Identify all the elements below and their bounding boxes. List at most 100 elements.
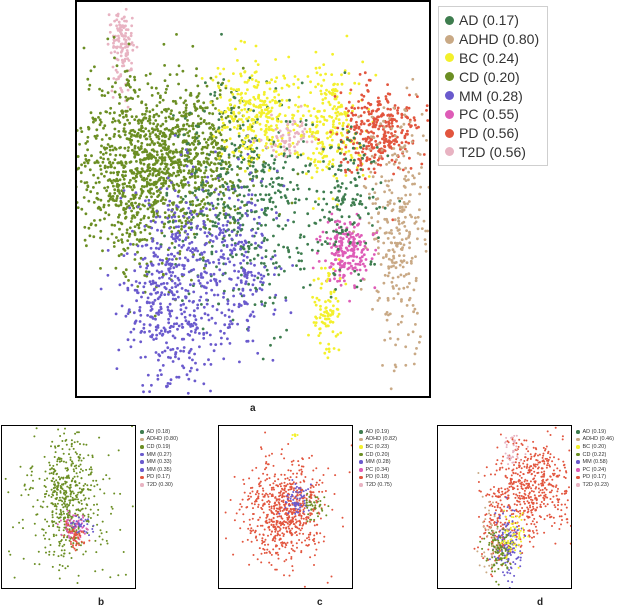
point-cd bbox=[227, 161, 231, 164]
point-mm bbox=[168, 246, 171, 250]
point-mm bbox=[187, 320, 191, 324]
point-pd bbox=[389, 108, 392, 111]
point-mm bbox=[168, 382, 172, 385]
point-t2d bbox=[132, 43, 135, 47]
point-cd bbox=[191, 168, 195, 171]
point-cd bbox=[206, 138, 210, 142]
point-adhd bbox=[396, 241, 399, 245]
point-adhd bbox=[389, 199, 392, 202]
point-cd bbox=[252, 184, 256, 188]
point-mm bbox=[115, 367, 119, 370]
point-mm bbox=[150, 262, 153, 265]
point-ad bbox=[340, 215, 344, 219]
point-pc bbox=[360, 255, 364, 259]
point-pc bbox=[353, 284, 356, 288]
point-cd bbox=[178, 219, 182, 222]
point-mm bbox=[195, 368, 199, 372]
point-cd bbox=[250, 197, 254, 201]
point-cd bbox=[102, 146, 106, 150]
point-mm bbox=[247, 326, 251, 329]
point-adhd bbox=[371, 175, 375, 179]
point-mm bbox=[158, 332, 162, 335]
point-t2d bbox=[278, 129, 282, 133]
point-cd bbox=[238, 167, 242, 170]
point-mm bbox=[232, 247, 236, 251]
point-cd bbox=[144, 116, 148, 120]
point-cd bbox=[133, 225, 137, 229]
point-bc bbox=[315, 316, 318, 320]
point-pd bbox=[377, 96, 380, 100]
point-cd bbox=[38, 563, 41, 566]
point-pd bbox=[355, 120, 358, 124]
point-pd bbox=[343, 152, 346, 156]
point-bc bbox=[232, 119, 236, 123]
point-pd bbox=[425, 104, 429, 107]
point-adhd bbox=[395, 244, 399, 248]
point-t2d bbox=[310, 134, 314, 138]
point-cd bbox=[205, 122, 208, 126]
point-ad bbox=[273, 191, 277, 195]
point-cd bbox=[110, 165, 113, 169]
point-bc bbox=[241, 140, 245, 144]
point-cd bbox=[59, 508, 62, 511]
point-cd bbox=[125, 202, 128, 206]
point-cd bbox=[51, 510, 54, 513]
point-cd bbox=[42, 528, 45, 531]
point-cd bbox=[125, 69, 129, 73]
point-cd bbox=[194, 109, 197, 112]
point-mm bbox=[175, 265, 178, 268]
point-pc bbox=[326, 220, 330, 224]
point-cd bbox=[150, 94, 154, 97]
point-bc bbox=[329, 135, 332, 139]
point-cd bbox=[192, 232, 196, 236]
point-bc bbox=[337, 118, 341, 122]
point-pc bbox=[363, 264, 367, 268]
point-ad bbox=[379, 181, 383, 185]
point-pd bbox=[359, 122, 363, 126]
point-ad bbox=[337, 231, 341, 235]
point-cd bbox=[119, 528, 122, 531]
point-adhd bbox=[382, 106, 386, 109]
point-bc bbox=[325, 131, 329, 135]
point-mm bbox=[156, 228, 159, 232]
point-mm bbox=[166, 259, 169, 263]
point-pd bbox=[420, 162, 424, 166]
point-cd bbox=[84, 483, 87, 485]
point-cd bbox=[174, 125, 178, 129]
point-cd bbox=[148, 115, 152, 118]
point-mm bbox=[179, 153, 183, 157]
point-bc bbox=[248, 98, 252, 102]
point-mm bbox=[172, 237, 175, 241]
point-mm bbox=[228, 325, 232, 329]
point-cd bbox=[165, 257, 168, 261]
point-ad bbox=[262, 198, 266, 202]
point-cd bbox=[72, 504, 74, 507]
point-ad bbox=[200, 183, 203, 187]
point-bc bbox=[236, 92, 240, 96]
legend-item-adhd: ADHD (0.80) bbox=[445, 30, 539, 49]
point-mm bbox=[155, 311, 158, 315]
point-mm bbox=[139, 356, 143, 359]
point-t2d bbox=[274, 127, 278, 131]
point-mm bbox=[237, 270, 241, 273]
point-t2d bbox=[295, 130, 299, 134]
point-t2d bbox=[259, 138, 263, 142]
point-bc bbox=[257, 153, 261, 157]
point-pd bbox=[392, 142, 396, 146]
point-pd bbox=[365, 83, 368, 87]
point-cd bbox=[203, 202, 207, 206]
point-ad bbox=[199, 212, 203, 216]
point-bc bbox=[217, 109, 221, 112]
point-pc bbox=[372, 253, 376, 256]
point-bc bbox=[296, 109, 300, 113]
point-mm bbox=[168, 199, 172, 203]
point-adhd bbox=[424, 249, 428, 253]
point-ad bbox=[360, 202, 364, 206]
point-mm bbox=[148, 323, 152, 327]
point-mm bbox=[125, 252, 129, 256]
point-pd bbox=[364, 137, 367, 141]
point-ad bbox=[240, 214, 244, 218]
point-cd bbox=[85, 468, 88, 471]
point-cd bbox=[122, 115, 125, 119]
point-cd bbox=[115, 184, 119, 188]
